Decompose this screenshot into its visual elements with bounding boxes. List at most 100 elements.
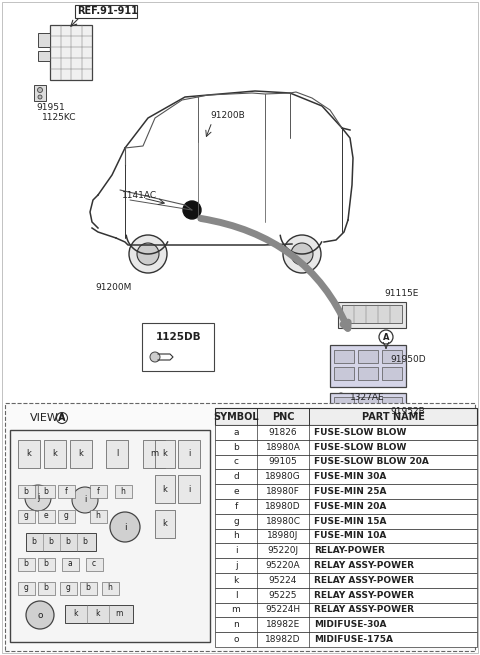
Bar — [358, 410, 378, 421]
Circle shape — [291, 243, 313, 265]
Text: RELAY ASSY-POWER: RELAY ASSY-POWER — [314, 605, 414, 614]
Text: e: e — [44, 512, 48, 521]
Circle shape — [57, 413, 68, 424]
Text: 1125DB: 1125DB — [156, 332, 202, 342]
Text: FUSE-SLOW BLOW: FUSE-SLOW BLOW — [314, 443, 407, 452]
Text: RELAY-POWER: RELAY-POWER — [314, 546, 385, 555]
Bar — [90, 485, 107, 498]
Bar — [334, 397, 354, 408]
Bar — [334, 350, 354, 363]
Bar — [334, 410, 354, 421]
Text: g: g — [233, 517, 239, 526]
Bar — [215, 455, 477, 470]
Bar — [342, 305, 402, 323]
Text: j: j — [37, 493, 39, 502]
Circle shape — [150, 352, 160, 362]
Text: o: o — [37, 610, 43, 620]
Text: b: b — [32, 538, 36, 546]
Bar — [215, 514, 477, 529]
Bar — [338, 302, 406, 328]
Text: 18980A: 18980A — [265, 443, 300, 452]
Text: k: k — [163, 519, 168, 529]
Bar — [215, 425, 477, 440]
Circle shape — [72, 487, 98, 513]
Text: 1327AE: 1327AE — [350, 392, 384, 402]
Text: SYMBOL: SYMBOL — [213, 411, 259, 422]
Text: o: o — [233, 635, 239, 644]
Bar — [358, 397, 378, 408]
Bar — [80, 582, 97, 595]
Text: m: m — [232, 605, 240, 614]
Text: b: b — [24, 559, 28, 569]
Bar — [18, 485, 35, 498]
Text: b: b — [66, 538, 71, 546]
Text: 95224: 95224 — [269, 576, 297, 585]
Text: a: a — [233, 428, 239, 437]
Text: MIDIFUSE-175A: MIDIFUSE-175A — [314, 635, 393, 644]
Bar — [215, 632, 477, 647]
Text: RELAY ASSY-POWER: RELAY ASSY-POWER — [314, 591, 414, 600]
Text: a: a — [68, 559, 72, 569]
Text: i: i — [235, 546, 237, 555]
Text: b: b — [233, 443, 239, 452]
Bar — [215, 544, 477, 558]
Text: h: h — [120, 487, 125, 495]
Bar — [358, 350, 378, 363]
Bar — [18, 440, 40, 468]
Bar — [18, 558, 35, 571]
Bar — [143, 440, 165, 468]
Text: 91200M: 91200M — [95, 284, 132, 293]
Text: 91951: 91951 — [36, 102, 65, 111]
Text: g: g — [24, 584, 28, 593]
Text: b: b — [44, 487, 48, 495]
Circle shape — [379, 330, 393, 344]
Text: k: k — [79, 449, 84, 458]
Text: b: b — [44, 559, 48, 569]
Circle shape — [129, 235, 167, 273]
Circle shape — [38, 95, 42, 99]
Text: 18980D: 18980D — [265, 502, 301, 511]
Text: b: b — [44, 584, 48, 593]
Text: n: n — [233, 620, 239, 629]
Bar — [18, 582, 35, 595]
Bar — [18, 510, 35, 523]
Text: FUSE-MIN 15A: FUSE-MIN 15A — [314, 517, 386, 526]
Bar — [65, 605, 133, 623]
Bar — [215, 618, 477, 632]
Bar — [382, 410, 402, 421]
Text: g: g — [66, 584, 71, 593]
Bar — [358, 367, 378, 380]
Text: i: i — [188, 449, 190, 458]
Bar — [10, 430, 210, 642]
Text: 1141AC: 1141AC — [122, 191, 157, 200]
Bar — [58, 485, 75, 498]
Circle shape — [337, 393, 345, 401]
Text: i: i — [84, 495, 86, 504]
Bar — [215, 588, 477, 603]
Text: 18980F: 18980F — [266, 487, 300, 496]
Bar — [62, 558, 79, 571]
Text: k: k — [163, 485, 168, 493]
Text: REF.91-911: REF.91-911 — [77, 6, 138, 16]
Bar — [215, 499, 477, 514]
Bar — [50, 25, 92, 80]
Text: 18982D: 18982D — [265, 635, 301, 644]
Bar — [142, 323, 214, 371]
Text: b: b — [83, 538, 87, 546]
Text: m: m — [115, 610, 123, 618]
Text: RELAY ASSY-POWER: RELAY ASSY-POWER — [314, 576, 414, 585]
Bar — [115, 485, 132, 498]
Text: FUSE-MIN 20A: FUSE-MIN 20A — [314, 502, 386, 511]
Bar — [90, 510, 107, 523]
Text: 95225: 95225 — [269, 591, 297, 600]
Bar — [75, 5, 137, 18]
Text: k: k — [233, 576, 239, 585]
Text: g: g — [24, 512, 28, 521]
Text: l: l — [116, 449, 118, 458]
Bar — [178, 475, 200, 503]
Bar — [70, 440, 92, 468]
Bar — [106, 440, 128, 468]
Text: k: k — [95, 610, 99, 618]
Bar — [215, 573, 477, 588]
Text: g: g — [63, 512, 69, 521]
